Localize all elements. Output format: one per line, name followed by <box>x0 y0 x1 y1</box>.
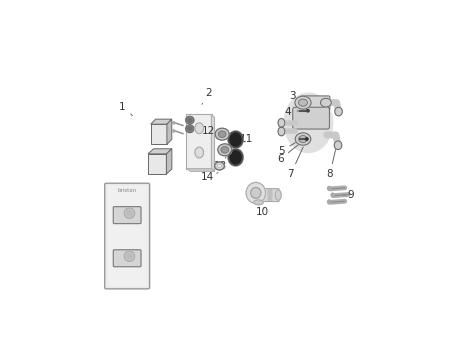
Ellipse shape <box>221 147 229 153</box>
Polygon shape <box>151 119 172 124</box>
Polygon shape <box>187 169 214 172</box>
Ellipse shape <box>127 210 132 216</box>
Ellipse shape <box>251 188 261 198</box>
Text: 1: 1 <box>119 102 133 116</box>
Ellipse shape <box>188 118 192 122</box>
Text: 4: 4 <box>285 107 304 117</box>
Ellipse shape <box>173 130 175 132</box>
Ellipse shape <box>320 98 331 107</box>
Polygon shape <box>166 149 172 174</box>
Ellipse shape <box>124 251 134 261</box>
Ellipse shape <box>188 127 192 131</box>
Ellipse shape <box>278 119 285 127</box>
Ellipse shape <box>186 117 194 124</box>
FancyBboxPatch shape <box>267 189 272 201</box>
FancyBboxPatch shape <box>105 183 150 289</box>
Text: 13: 13 <box>214 156 227 171</box>
Ellipse shape <box>331 193 334 197</box>
Ellipse shape <box>195 123 204 134</box>
Ellipse shape <box>254 200 263 205</box>
Ellipse shape <box>246 182 266 203</box>
Ellipse shape <box>275 190 281 200</box>
Ellipse shape <box>229 132 242 147</box>
Ellipse shape <box>127 253 132 259</box>
Text: 10: 10 <box>256 207 269 217</box>
Ellipse shape <box>219 131 226 138</box>
Ellipse shape <box>299 99 307 106</box>
Ellipse shape <box>327 200 331 204</box>
Text: 9: 9 <box>344 190 354 200</box>
Text: bristan: bristan <box>118 188 137 193</box>
Ellipse shape <box>295 133 311 145</box>
FancyBboxPatch shape <box>186 114 212 169</box>
Polygon shape <box>212 115 214 172</box>
Ellipse shape <box>186 125 194 133</box>
Polygon shape <box>151 124 167 145</box>
Ellipse shape <box>306 110 309 112</box>
Ellipse shape <box>214 162 224 170</box>
Text: 3: 3 <box>289 91 303 101</box>
Ellipse shape <box>284 93 332 153</box>
Text: 14: 14 <box>201 172 218 182</box>
Text: 8: 8 <box>326 142 338 179</box>
FancyBboxPatch shape <box>302 96 330 109</box>
Polygon shape <box>167 119 172 145</box>
Ellipse shape <box>195 147 204 158</box>
Text: 11: 11 <box>240 134 253 144</box>
Ellipse shape <box>335 107 342 116</box>
Ellipse shape <box>327 187 331 190</box>
Text: 7: 7 <box>287 147 303 179</box>
Ellipse shape <box>173 122 175 124</box>
Ellipse shape <box>278 127 285 136</box>
Ellipse shape <box>124 208 134 218</box>
FancyBboxPatch shape <box>259 189 279 202</box>
Ellipse shape <box>306 138 308 140</box>
FancyBboxPatch shape <box>113 206 141 224</box>
Polygon shape <box>148 149 172 154</box>
Ellipse shape <box>229 149 242 165</box>
Text: 5: 5 <box>278 136 306 156</box>
Ellipse shape <box>218 144 232 156</box>
Text: 2: 2 <box>202 88 212 104</box>
Ellipse shape <box>215 128 229 140</box>
Polygon shape <box>148 154 166 174</box>
Ellipse shape <box>217 164 222 168</box>
FancyBboxPatch shape <box>107 186 147 287</box>
FancyBboxPatch shape <box>293 107 329 129</box>
Ellipse shape <box>295 96 311 109</box>
Ellipse shape <box>299 135 307 142</box>
Text: 12: 12 <box>202 126 222 136</box>
Ellipse shape <box>334 141 342 149</box>
FancyBboxPatch shape <box>113 250 141 267</box>
Text: 6: 6 <box>277 140 304 164</box>
